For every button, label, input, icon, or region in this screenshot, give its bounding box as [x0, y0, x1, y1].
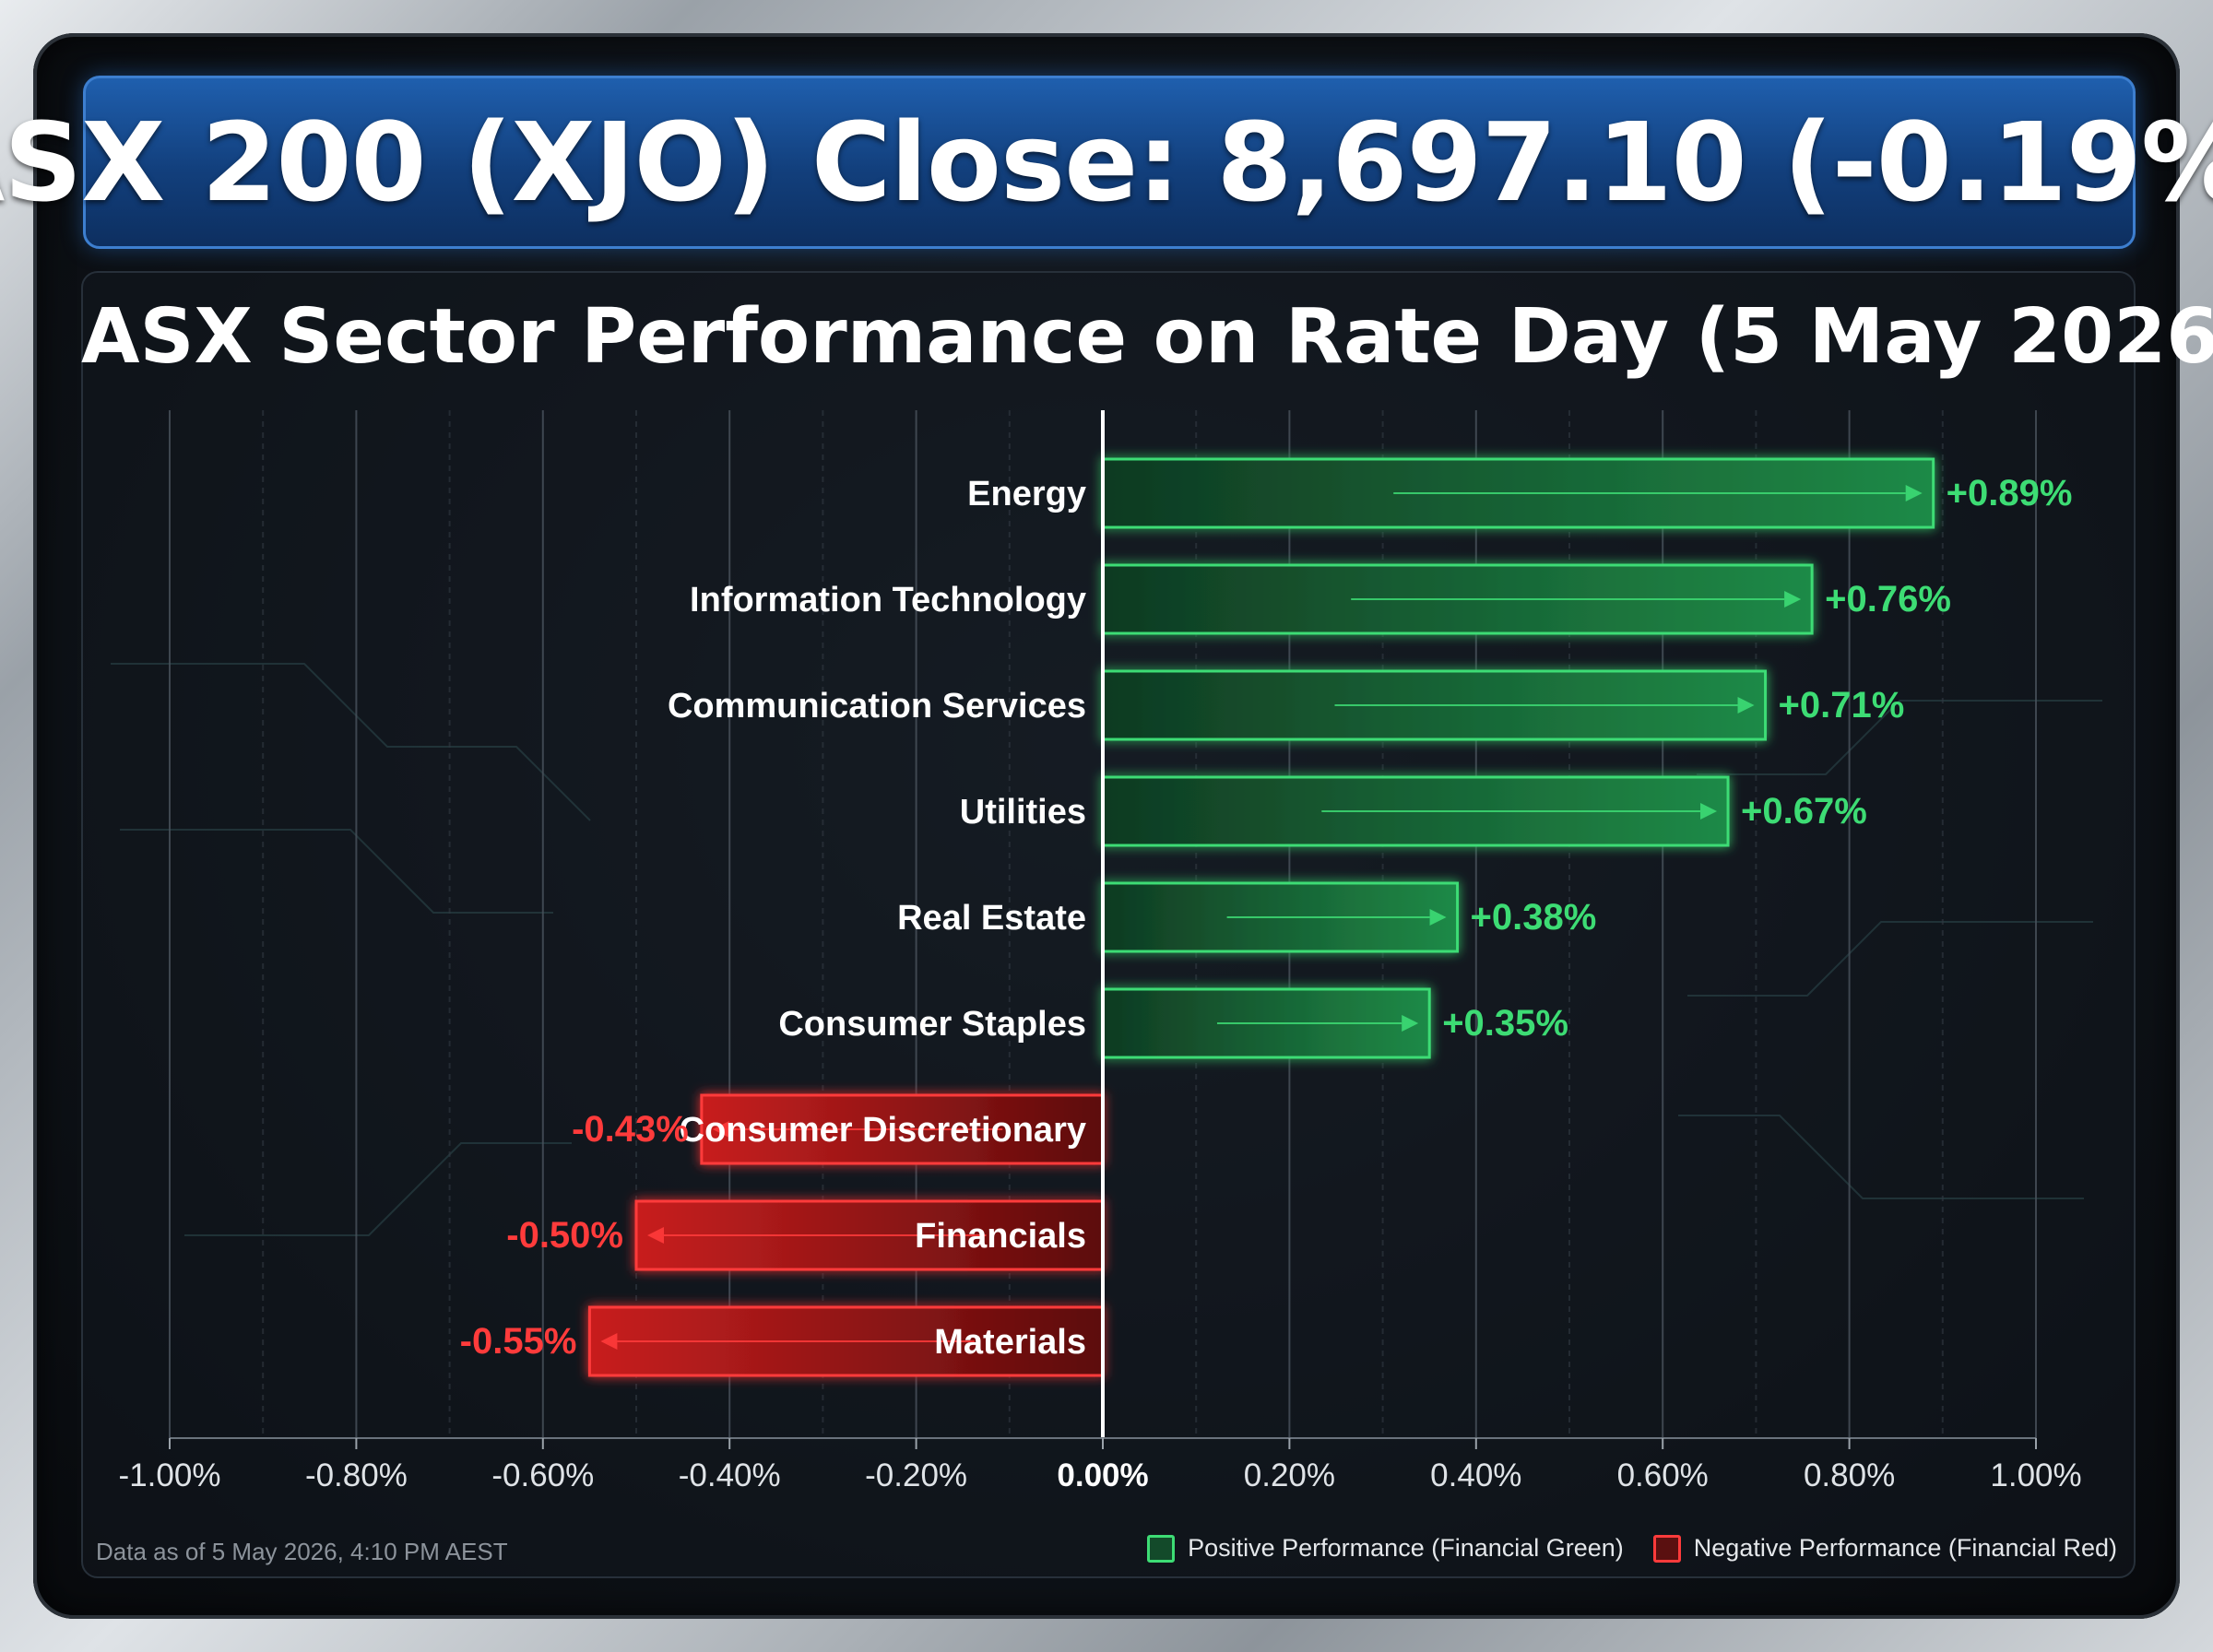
value-label: +0.67%	[1741, 791, 1867, 832]
bar-arrow-head	[1700, 803, 1718, 820]
x-axis: -1.00% -0.80% -0.60% -0.40% -0.20% 0.00% 0.20%…	[119, 410, 2082, 1493]
bar-arrow-head	[1784, 591, 1802, 608]
bar-arrow-head	[712, 1121, 729, 1138]
x-tick-label: -1.00%	[119, 1457, 221, 1493]
value-label: +0.38%	[1471, 897, 1597, 938]
bar-arrow-head	[1905, 485, 1923, 502]
category-label: Financials	[915, 1217, 1086, 1256]
x-tick-label: 0.20%	[1244, 1457, 1335, 1493]
value-label: -0.50%	[506, 1215, 623, 1256]
value-label: -0.55%	[460, 1321, 577, 1362]
circuit-line	[184, 1142, 572, 1236]
bar-arrow-head	[647, 1227, 664, 1244]
value-label: +0.76%	[1825, 579, 1951, 620]
legend-label-negative: Negative Performance (Financial Red)	[1693, 1534, 2117, 1562]
bar-arrow-head	[600, 1333, 618, 1350]
x-tick-label: 0.80%	[1804, 1457, 1895, 1493]
x-tick-label: -0.60%	[491, 1457, 594, 1493]
index-close-title: ASX 200 (XJO) Close: 8,697.10 (-0.19%)	[0, 99, 2213, 226]
category-label: Real Estate	[897, 899, 1086, 938]
legend-label-positive: Positive Performance (Financial Green)	[1188, 1534, 1624, 1562]
category-label: Materials	[934, 1323, 1086, 1362]
category-label: Information Technology	[690, 581, 1086, 620]
legend-swatch-negative	[1652, 1534, 1681, 1563]
x-tick-label: -0.40%	[679, 1457, 781, 1493]
circuit-line	[1697, 700, 2102, 775]
chart-title: ASX Sector Performance on Rate Day (5 Ma…	[81, 293, 2213, 381]
category-label: Energy	[967, 475, 1086, 513]
x-tick-label: 1.00%	[1990, 1457, 2081, 1493]
x-tick-label: -0.20%	[865, 1457, 967, 1493]
value-label: +0.35%	[1442, 1003, 1568, 1044]
category-label: Communication Services	[668, 687, 1086, 726]
bar-arrow-head	[1429, 909, 1447, 926]
legend: Positive Performance (Financial Green) N…	[1147, 1534, 2117, 1563]
category-label: Consumer Staples	[778, 1005, 1086, 1044]
x-tick-label: 0.60%	[1617, 1457, 1709, 1493]
index-banner: ASX 200 (XJO) Close: 8,697.10 (-0.19%)	[0, 76, 2213, 249]
circuit-line	[111, 663, 591, 821]
circuit-line	[120, 829, 553, 914]
value-label: -0.43%	[572, 1109, 689, 1150]
x-tick-label: 0.40%	[1430, 1457, 1521, 1493]
x-tick-label: -0.80%	[305, 1457, 408, 1493]
background-circuit-decoration	[111, 663, 2102, 1236]
data-timestamp: Data as of 5 May 2026, 4:10 PM AEST	[96, 1538, 508, 1565]
circuit-line	[1678, 1115, 2084, 1199]
bar-arrow-head	[1737, 697, 1755, 714]
legend-swatch-positive	[1147, 1534, 1176, 1563]
value-label: +0.71%	[1779, 685, 1905, 726]
value-label: +0.89%	[1947, 473, 2073, 513]
bar-arrow-head	[1402, 1015, 1419, 1032]
x-tick-label: 0.00%	[1057, 1457, 1148, 1493]
category-label: Utilities	[960, 793, 1086, 832]
circuit-line	[1687, 921, 2093, 997]
category-label: Consumer Discretionary	[680, 1111, 1086, 1150]
bars: Energy +0.89% Information Technology +0.76%…	[460, 457, 2073, 1377]
